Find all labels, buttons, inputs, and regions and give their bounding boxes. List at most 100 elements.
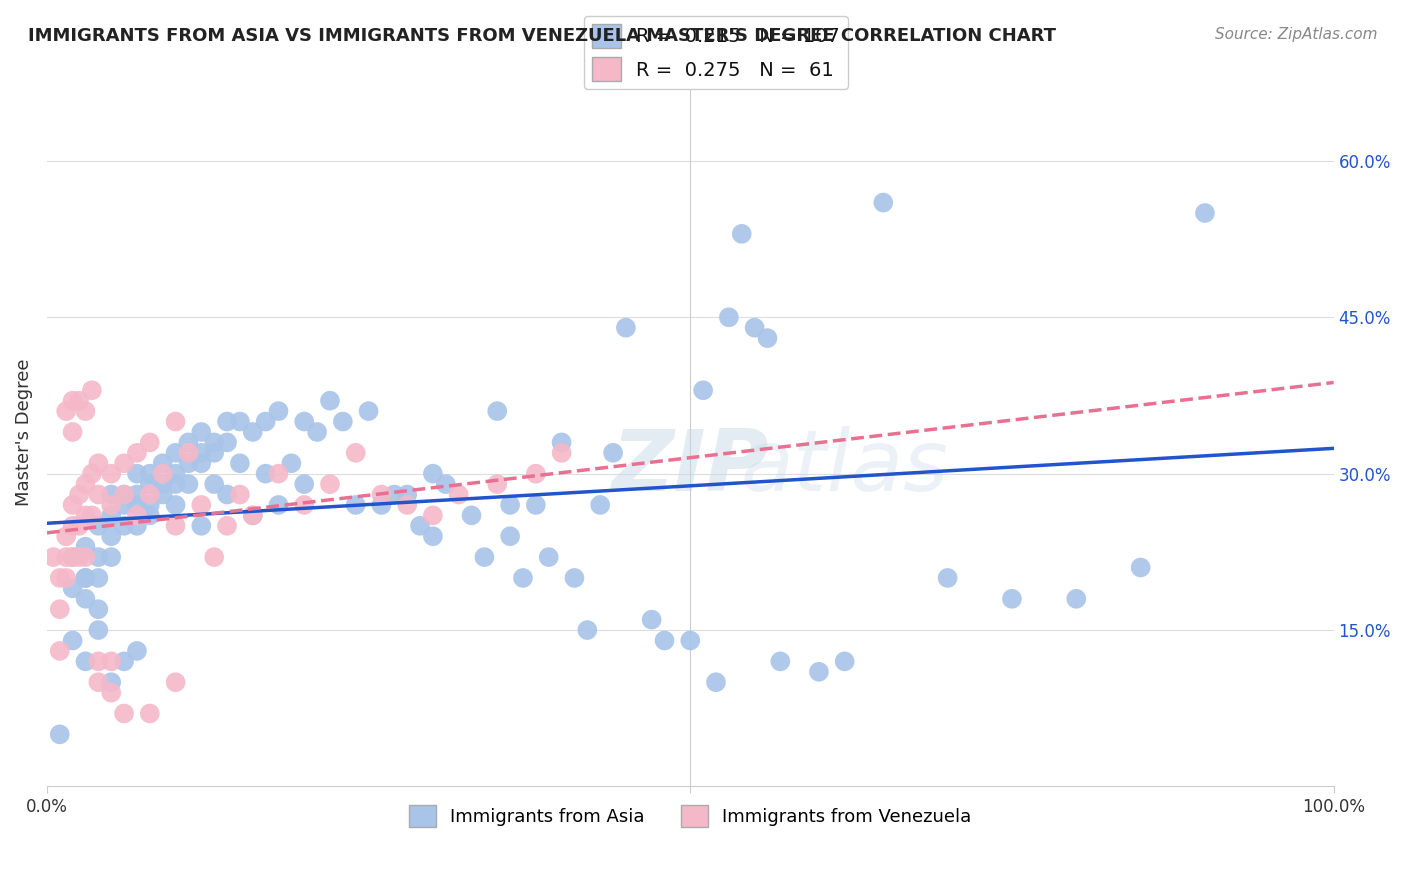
Point [254, 467, 277, 481]
Point [112, 706, 135, 721]
Point [292, 498, 315, 512]
Point [49, 727, 72, 741]
Point [769, 654, 792, 668]
Point [62, 550, 84, 565]
Point [242, 508, 264, 523]
Point [614, 320, 637, 334]
Point [75, 591, 97, 606]
Point [640, 613, 662, 627]
Point [112, 487, 135, 501]
Point [62, 425, 84, 439]
Point [139, 435, 162, 450]
Text: atlas: atlas [741, 425, 949, 509]
Point [139, 498, 162, 512]
Point [434, 477, 457, 491]
Point [370, 498, 392, 512]
Y-axis label: Master's Degree: Master's Degree [15, 359, 32, 506]
Point [80, 467, 103, 481]
Point [370, 487, 392, 501]
Point [292, 415, 315, 429]
Point [872, 195, 894, 210]
Point [67, 550, 90, 565]
Point [589, 498, 612, 512]
Point [215, 487, 238, 501]
Point [139, 467, 162, 481]
Point [1129, 560, 1152, 574]
Point [382, 487, 405, 501]
Point [100, 529, 122, 543]
Point [486, 404, 509, 418]
Point [202, 435, 225, 450]
Point [75, 571, 97, 585]
Point [112, 654, 135, 668]
Point [524, 498, 547, 512]
Point [125, 487, 148, 501]
Point [422, 467, 444, 481]
Point [602, 446, 624, 460]
Point [229, 415, 252, 429]
Point [42, 550, 65, 565]
Point [75, 477, 97, 491]
Point [125, 508, 148, 523]
Point [447, 487, 470, 501]
Point [190, 456, 212, 470]
Point [242, 425, 264, 439]
Point [177, 446, 200, 460]
Point [55, 529, 77, 543]
Point [319, 477, 342, 491]
Point [307, 425, 329, 439]
Point [87, 518, 110, 533]
Text: Source: ZipAtlas.com: Source: ZipAtlas.com [1215, 27, 1378, 42]
Point [499, 498, 522, 512]
Point [215, 435, 238, 450]
Point [717, 310, 740, 325]
Point [229, 487, 252, 501]
Point [357, 404, 380, 418]
Point [49, 602, 72, 616]
Point [460, 508, 482, 523]
Point [654, 633, 676, 648]
Point [112, 498, 135, 512]
Point [62, 498, 84, 512]
Point [67, 393, 90, 408]
Point [165, 415, 187, 429]
Point [67, 487, 90, 501]
Point [344, 446, 367, 460]
Point [125, 467, 148, 481]
Point [80, 384, 103, 398]
Point [100, 508, 122, 523]
Point [344, 498, 367, 512]
Point [75, 508, 97, 523]
Point [87, 654, 110, 668]
Point [49, 571, 72, 585]
Point [215, 518, 238, 533]
Point [834, 654, 856, 668]
Point [80, 508, 103, 523]
Point [67, 518, 90, 533]
Point [190, 425, 212, 439]
Point [486, 477, 509, 491]
Point [62, 518, 84, 533]
Point [550, 446, 572, 460]
Point [87, 571, 110, 585]
Point [139, 508, 162, 523]
Point [100, 467, 122, 481]
Point [474, 550, 496, 565]
Point [267, 467, 290, 481]
Point [165, 498, 187, 512]
Point [177, 456, 200, 470]
Point [87, 487, 110, 501]
Point [177, 435, 200, 450]
Point [125, 644, 148, 658]
Point [165, 518, 187, 533]
Point [100, 487, 122, 501]
Point [202, 550, 225, 565]
Point [319, 393, 342, 408]
Point [125, 518, 148, 533]
Point [229, 456, 252, 470]
Point [55, 550, 77, 565]
Point [936, 571, 959, 585]
Point [267, 404, 290, 418]
Point [152, 477, 174, 491]
Point [807, 665, 830, 679]
